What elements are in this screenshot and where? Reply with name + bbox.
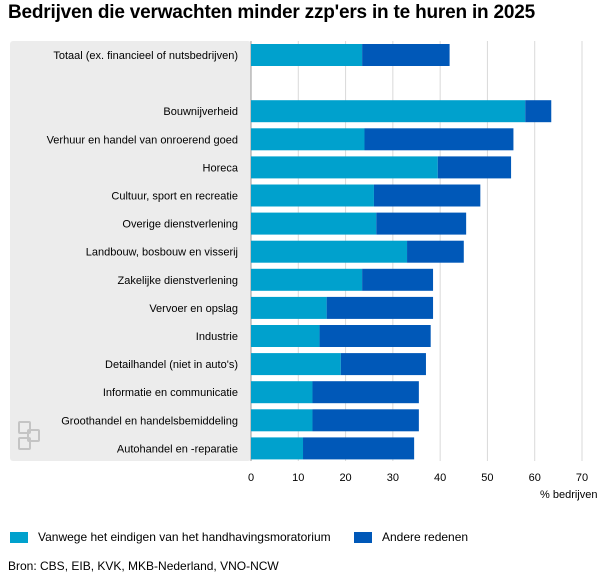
bar-segment-andere-redenen: [362, 268, 434, 291]
chart: Totaal (ex. financieel of nutsbedrijven)…: [10, 41, 598, 501]
bar-segment-andere-redenen: [376, 212, 467, 235]
x-tick-label: 10: [292, 472, 304, 484]
bar-segment-moratorium: [251, 325, 320, 347]
category-label: Vervoer en opslag: [149, 303, 238, 315]
bar-segment-moratorium: [251, 409, 313, 432]
bar-segment-andere-redenen: [373, 184, 481, 207]
category-label: Verhuur en handel van onroerend goed: [47, 134, 238, 146]
x-axis-ticks: 0 10 20 30 40 50 60 70: [248, 472, 588, 484]
category-labels: Totaal (ex. financieel of nutsbedrijven)…: [47, 50, 239, 455]
category-label: Overige dienstverlening: [122, 219, 238, 231]
bar-segment-moratorium: [251, 268, 363, 291]
category-label: Informatie en communicatie: [103, 387, 238, 399]
category-label: Horeca: [203, 162, 239, 174]
bar-segment-moratorium: [251, 128, 365, 151]
bar-segment-andere-redenen: [303, 437, 415, 460]
legend-swatch-andere-redenen: [354, 531, 372, 543]
bar-segment-andere-redenen: [319, 325, 431, 347]
bar-segment-moratorium: [251, 240, 408, 263]
legend-item-moratorium: Vanwege het eindigen van het handhavings…: [10, 530, 331, 544]
bar-segment-moratorium: [251, 437, 304, 460]
bar-segment-moratorium: [251, 381, 313, 404]
bar-segment-andere-redenen: [364, 128, 514, 151]
bar-segment-andere-redenen: [340, 353, 426, 376]
bar-segment-moratorium: [251, 353, 341, 376]
category-label: Totaal (ex. financieel of nutsbedrijven): [53, 50, 238, 62]
bar-segment-moratorium: [251, 296, 327, 319]
cbs-logo-icon: [18, 421, 40, 450]
x-tick-label: 40: [434, 472, 446, 484]
category-label: Cultuur, sport en recreatie: [111, 191, 238, 203]
x-tick-label: 60: [529, 472, 541, 484]
legend-label-moratorium: Vanwege het eindigen van het handhavings…: [38, 530, 331, 544]
x-tick-label: 70: [576, 472, 588, 484]
bar-segment-moratorium: [251, 156, 438, 179]
bar-segment-moratorium: [251, 44, 363, 66]
bar-segment-andere-redenen: [407, 240, 464, 263]
bar-segment-andere-redenen: [525, 100, 552, 123]
category-label: Groothandel en handelsbemiddeling: [61, 415, 238, 427]
bar-segment-moratorium: [251, 212, 377, 235]
source-note: Bron: CBS, EIB, KVK, MKB-Nederland, VNO-…: [8, 559, 279, 573]
x-tick-label: 30: [387, 472, 399, 484]
x-tick-label: 20: [339, 472, 351, 484]
category-label: Zakelijke dienstverlening: [118, 275, 238, 287]
legend-swatch-moratorium: [10, 531, 28, 543]
legend-label-andere-redenen: Andere redenen: [382, 530, 469, 544]
bars: [251, 44, 552, 460]
category-label: Detailhandel (niet in auto's): [105, 359, 238, 371]
bar-segment-moratorium: [251, 100, 526, 123]
bar-segment-andere-redenen: [437, 156, 512, 179]
x-axis-label: % bedrijven: [540, 489, 597, 501]
category-label: Landbouw, bosbouw en visserij: [86, 247, 238, 259]
chart-title: Bedrijven die verwachten minder zzp'ers …: [8, 2, 536, 23]
bar-segment-andere-redenen: [326, 296, 434, 319]
x-tick-label: 50: [481, 472, 493, 484]
category-label: Autohandel en -reparatie: [117, 443, 238, 455]
label-panel: [10, 41, 251, 461]
bar-segment-andere-redenen: [362, 44, 450, 66]
category-label: Industrie: [196, 331, 238, 343]
bar-segment-andere-redenen: [312, 381, 419, 404]
category-label: Bouwnijverheid: [163, 106, 238, 118]
bar-segment-moratorium: [251, 184, 374, 207]
bar-segment-andere-redenen: [312, 409, 419, 432]
legend-item-andere-redenen: Andere redenen: [354, 530, 468, 544]
x-tick-label: 0: [248, 472, 254, 484]
